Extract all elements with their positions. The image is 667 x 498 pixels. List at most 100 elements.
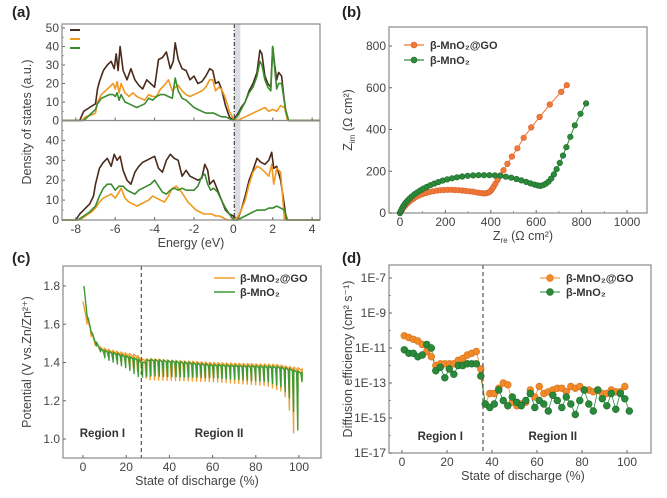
panel-a-ytick-label: 30 xyxy=(46,153,60,167)
panel-a-xtick-label: -2 xyxy=(189,222,200,236)
panel-d-point xyxy=(567,400,575,408)
panel-d-point xyxy=(504,402,512,410)
panel-b-point xyxy=(491,172,499,179)
panel-c-ytick-label: 1.6 xyxy=(43,317,60,331)
panel-b-point xyxy=(563,144,570,151)
panel-d-legend-marker xyxy=(546,288,554,296)
panel-d-point xyxy=(558,403,566,412)
panel-label-d: (d) xyxy=(342,250,361,267)
panel-c-ytick-label: 1.2 xyxy=(43,394,60,408)
panel-d-point xyxy=(589,407,597,415)
panel-a-top-line-series-2 xyxy=(62,79,320,122)
panel-a-ylabel: Density of states (a.u.) xyxy=(20,59,34,184)
panel-d-point xyxy=(549,391,557,399)
panel-a-ytick-label: 10 xyxy=(46,95,60,109)
panel-a-ytick-label: 20 xyxy=(46,173,60,187)
panel-d-point xyxy=(531,403,539,412)
panel-b-point xyxy=(502,173,509,180)
panel-b-legend-label: β-MnO₂ xyxy=(430,55,470,67)
panel-b-point xyxy=(470,172,477,179)
panel-c-potential-chart: Region I Region II 1.0 1.2 1.4 1.6 1.8 0 20 40 60 8… xyxy=(20,265,322,488)
panel-c-line-1 xyxy=(83,285,303,431)
panel-c-legend-label: β-MnO₂@GO xyxy=(240,273,308,285)
panel-a-ytick-label: 40 xyxy=(46,40,60,54)
panel-c-xtick-label: 20 xyxy=(120,460,134,474)
panel-b-point xyxy=(475,172,482,179)
panel-b-point xyxy=(453,174,461,181)
panel-a-xtick-label: -4 xyxy=(149,222,160,236)
panel-a-ytick-label: 10 xyxy=(46,193,60,207)
panel-d-point xyxy=(522,396,530,405)
panel-d-diffusion-chart: Region I Region II 1E-17 1E-15 1E-13 1E-11 1E-… xyxy=(341,264,652,483)
panel-b-ytick-label: 400 xyxy=(366,123,386,137)
panel-d-point xyxy=(540,400,548,408)
panel-a-frame xyxy=(61,23,321,221)
panel-a-bottom-line-total xyxy=(62,151,320,221)
panel-b-point xyxy=(563,82,570,89)
panel-c-xtick-label: 60 xyxy=(206,460,220,474)
panel-a-xtick-label: 0 xyxy=(230,222,237,236)
panel-b-line-1 xyxy=(399,103,587,214)
panel-a-xtick-label: -6 xyxy=(110,222,121,236)
panel-b-point xyxy=(577,110,584,117)
panel-b-point xyxy=(500,167,507,174)
panel-b-xtick-label: 800 xyxy=(572,215,592,229)
panel-b-point xyxy=(553,166,560,173)
panel-d-point xyxy=(495,386,503,394)
panel-d-ytick-label: 1E-11 xyxy=(355,341,386,355)
panel-b-point xyxy=(559,152,567,159)
panel-b-ytick-label: 800 xyxy=(366,39,386,53)
panel-c-ytick-label: 1.0 xyxy=(43,432,60,446)
panel-c-ytick-label: 1.4 xyxy=(43,356,60,370)
panel-d-point xyxy=(508,393,516,401)
panel-b-legend-label: β-MnO₂@GO xyxy=(430,40,498,52)
panel-b-point xyxy=(556,159,563,166)
panel-d-point xyxy=(441,374,449,382)
panel-label-a: (a) xyxy=(12,4,30,21)
panel-b-point xyxy=(486,172,493,179)
panel-b-legend-marker xyxy=(410,56,418,64)
panel-a-ytick-label: 0 xyxy=(52,213,59,227)
panel-d-point xyxy=(598,395,606,403)
panel-a-xtick-label: 2 xyxy=(269,222,276,236)
panel-b-point xyxy=(520,134,527,141)
panel-b-xtick-label: 1000 xyxy=(614,215,641,229)
panel-b-point xyxy=(546,101,553,108)
panel-c-xtick-label: 100 xyxy=(289,460,309,474)
panel-d-point xyxy=(427,353,435,361)
panel-d-point xyxy=(562,393,570,401)
panel-d-point xyxy=(472,360,480,368)
panel-d-ytick-label: 1E-9 xyxy=(361,306,387,320)
panel-b-frame xyxy=(388,26,648,214)
panel-b-point xyxy=(508,153,516,160)
panel-b-xtick-label: 400 xyxy=(481,215,501,229)
panel-b-xtick-label: 600 xyxy=(526,215,546,229)
panel-b-point xyxy=(567,133,574,140)
panel-d-point xyxy=(544,407,552,415)
panel-d-point xyxy=(445,365,453,373)
panel-d-point xyxy=(517,402,525,410)
panel-d-xtick-label: 80 xyxy=(575,455,589,469)
panel-d-point xyxy=(580,386,588,394)
panel-b-point xyxy=(528,124,535,131)
panel-d-point xyxy=(418,351,426,359)
panel-b-point xyxy=(571,122,578,129)
panel-b-ytick-label: 0 xyxy=(379,206,386,220)
panel-d-point xyxy=(472,347,480,356)
panel-b-point xyxy=(508,174,515,181)
panel-a-gap-shading xyxy=(234,24,241,220)
panel-d-point xyxy=(571,410,579,419)
panel-d-point xyxy=(504,381,512,389)
panel-b-ytick-label: 600 xyxy=(366,81,386,95)
panel-a-ytick-label: 20 xyxy=(46,77,60,91)
panel-d-point xyxy=(603,402,611,410)
panel-d-ytick-label: 1E-7 xyxy=(361,271,387,285)
panel-a-ytick-label: 50 xyxy=(46,21,60,35)
panel-b-point xyxy=(497,172,504,179)
panel-d-frame xyxy=(388,264,652,454)
panel-b-point xyxy=(536,113,543,121)
panel-d-legend-label: β-MnO₂@GO xyxy=(566,273,634,285)
panel-label-c: (c) xyxy=(12,250,30,267)
panel-d-xlabel: State of discharge (%) xyxy=(461,469,585,483)
